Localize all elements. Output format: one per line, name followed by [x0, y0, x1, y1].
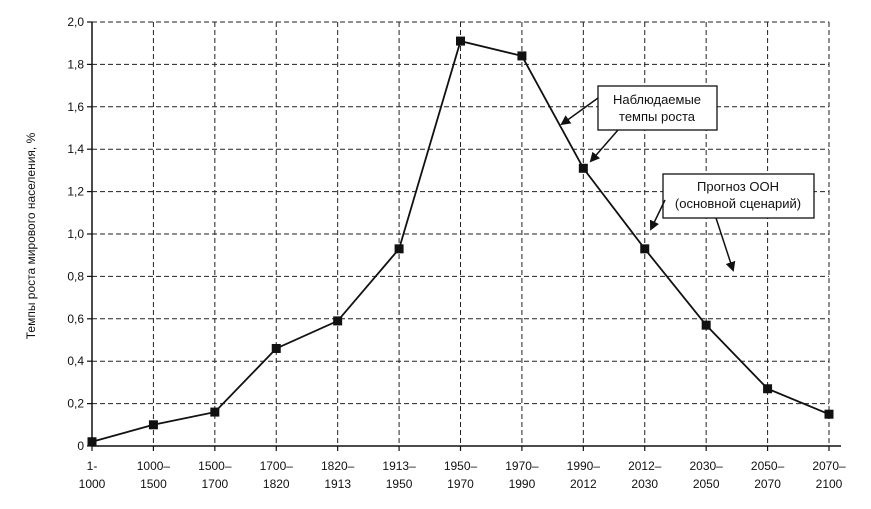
data-point — [701, 320, 711, 330]
x-tick-label: 1820– 1913 — [321, 459, 355, 491]
callout-observed: Наблюдаемые темпы роста — [560, 85, 718, 163]
callout-box — [597, 85, 718, 131]
axes — [87, 21, 841, 451]
x-tick-label: 1950– 1970 — [444, 459, 478, 491]
y-axis-label: Темпы роста мирового населения, % — [24, 132, 38, 339]
y-tick-label: 0,2 — [67, 397, 84, 411]
callout-arrow — [560, 97, 599, 126]
callout-text: Наблюдаемые темпы роста — [613, 92, 701, 124]
data-point — [578, 163, 588, 173]
x-tick-label: 1970– 1990 — [505, 459, 539, 491]
callout-arrow — [589, 129, 619, 163]
data-point — [763, 384, 773, 394]
data-point — [640, 244, 650, 254]
x-tick-label: 1500– 1700 — [198, 459, 232, 491]
x-tick-labels: 1-1000 1000– 1500 1500– 1700 1700– 1820 1820– 19… — [79, 459, 846, 491]
y-tick-label: 1,4 — [67, 142, 84, 156]
x-tick-label: 1-1000 — [79, 459, 106, 491]
x-tick-label: 1700– 1820 — [260, 459, 294, 491]
callout-box — [662, 173, 815, 219]
y-tick-label: 1,8 — [67, 57, 84, 71]
x-tick-label: 1990– 2012 — [567, 459, 601, 491]
y-tick-label: 0 — [77, 439, 84, 453]
y-tick-label: 0,8 — [67, 269, 84, 283]
data-point — [394, 244, 404, 254]
x-tick-label: 1000– 1500 — [137, 459, 171, 491]
callout-arrow — [715, 217, 736, 272]
x-tick-label: 2012– 2030 — [628, 459, 662, 491]
callout-arrow — [649, 199, 666, 231]
annotations: Наблюдаемые темпы роста Прогноз ООН (основн… — [560, 85, 815, 272]
callout-text: Прогноз ООН (основной сценарий) — [675, 179, 801, 211]
y-tick-label: 0,6 — [67, 312, 84, 326]
y-tick-label: 0,4 — [67, 354, 84, 368]
y-tick-label: 1,6 — [67, 100, 84, 114]
data-point — [333, 316, 343, 326]
data-point — [210, 407, 220, 417]
data-point — [824, 409, 834, 419]
x-tick-label: 1913– 1950 — [382, 459, 416, 491]
grid — [92, 21, 830, 446]
y-tick-label: 1,2 — [67, 185, 84, 199]
y-tick-label: 2,0 — [67, 15, 84, 29]
callout-forecast: Прогноз ООН (основной сценарий) — [649, 173, 815, 272]
x-tick-label: 2030– 2050 — [689, 459, 723, 491]
y-tick-label: 1,0 — [67, 227, 84, 241]
x-tick-label: 2050– 2070 — [751, 459, 785, 491]
data-point — [87, 437, 97, 447]
data-point — [517, 51, 527, 61]
y-tick-labels: 0 0,2 0,4 0,6 0,8 1,0 1,2 1,4 1,6 1,8 2,0 — [67, 15, 84, 453]
data-point — [456, 36, 465, 46]
series — [87, 36, 834, 447]
data-point — [148, 420, 158, 430]
data-point — [271, 343, 281, 353]
x-tick-label: 2070– 2100 — [812, 459, 846, 491]
